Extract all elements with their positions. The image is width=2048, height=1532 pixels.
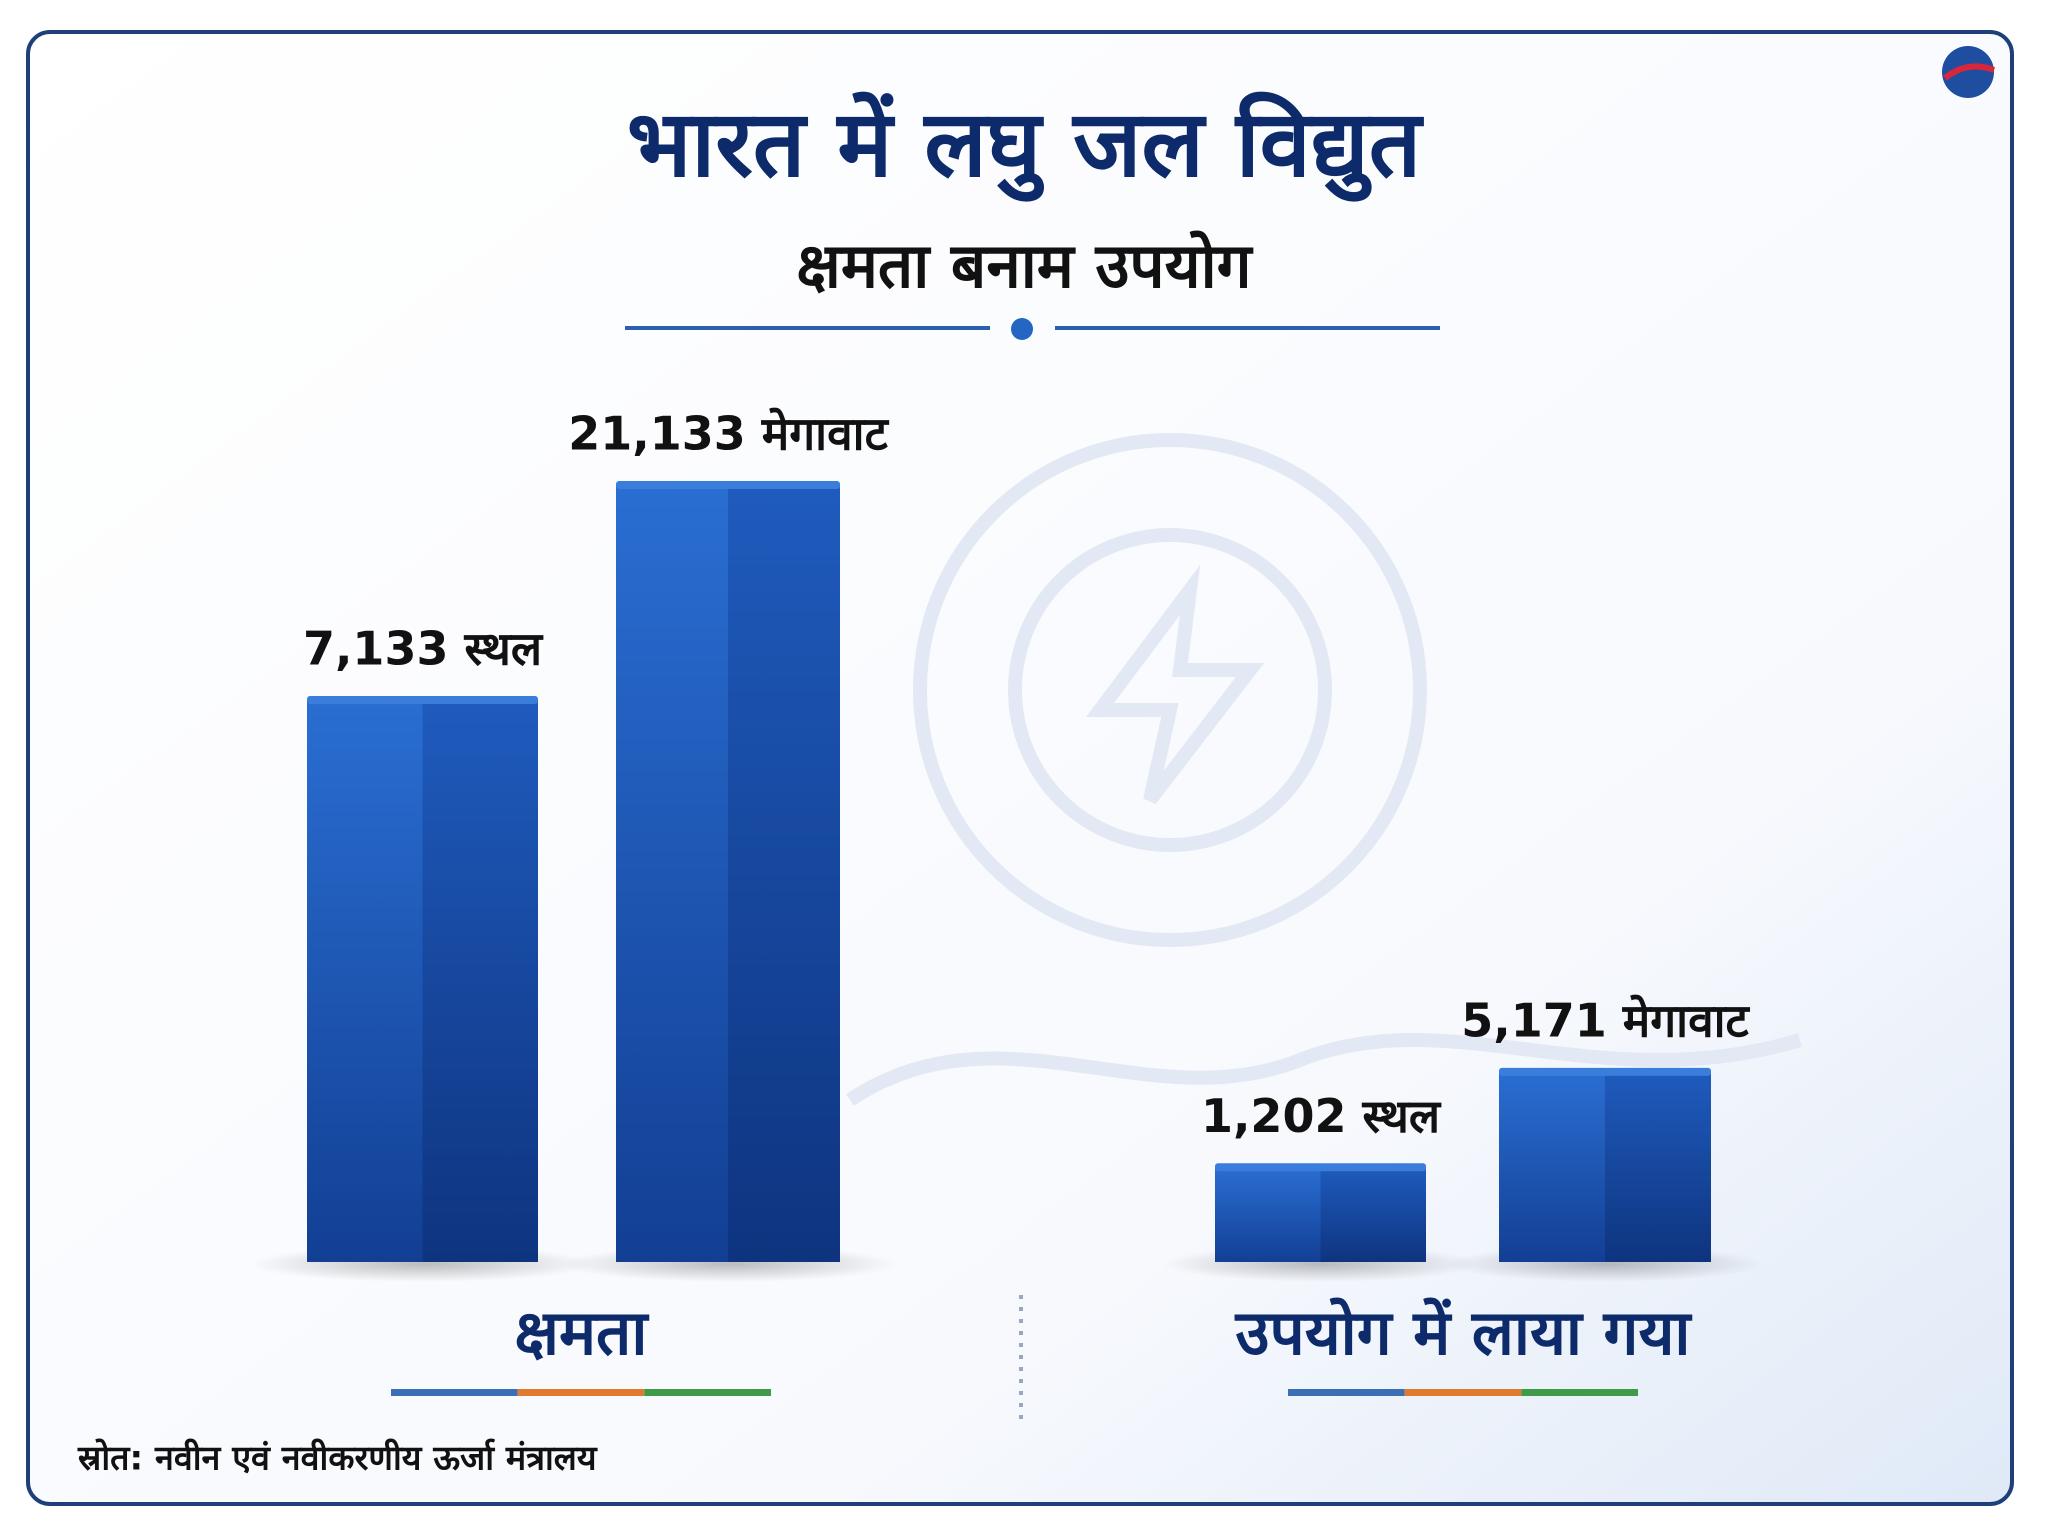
bar-top — [1499, 1067, 1711, 1076]
category-underline — [517, 1389, 645, 1396]
chart-title: भारत में लघु जल विद्युत — [627, 90, 1425, 202]
title-divider — [625, 318, 1440, 340]
category-label: क्षमता — [515, 1296, 650, 1369]
value-label: 5,171 मेगावाट — [1461, 993, 1750, 1047]
bar-side — [728, 485, 840, 1262]
category-label: उपयोग में लाया गया — [1235, 1296, 1693, 1369]
category-underline — [1288, 1389, 1405, 1396]
bar-side — [422, 700, 538, 1262]
bar-top — [307, 696, 538, 704]
bar-side — [1320, 1167, 1426, 1262]
value-label: 7,133 स्थल — [303, 622, 544, 676]
logo — [1942, 46, 1996, 98]
source: स्रोत: नवीन एवं नवीकरणीय ऊर्जा मंत्रालय — [77, 1438, 598, 1479]
gear-decoration — [846, 433, 1803, 1106]
chart-subtitle: क्षमता बनाम उपयोग — [796, 229, 1253, 302]
category-underline — [1404, 1389, 1522, 1396]
value-label: 1,202 स्थल — [1201, 1089, 1442, 1143]
category-underline — [644, 1389, 771, 1396]
bar-top — [616, 481, 840, 489]
value-label: 21,133 मेगावाट — [568, 407, 889, 461]
category-underline — [391, 1389, 518, 1396]
bar-side — [1605, 1071, 1711, 1262]
category-underline — [1521, 1389, 1638, 1396]
bar-top — [1215, 1163, 1426, 1172]
